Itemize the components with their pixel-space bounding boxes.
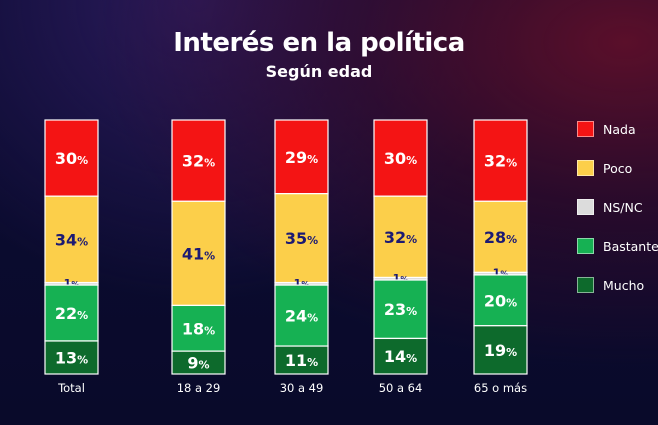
x-tick-label: 18 a 29 (177, 381, 221, 395)
legend-swatch (577, 199, 594, 215)
legend-swatch (577, 121, 594, 137)
bar-segment-mucho-0 (44, 340, 99, 375)
chart-subtitle: Según edad (265, 62, 373, 81)
data-label: 22% (55, 304, 88, 323)
data-label: 35% (285, 229, 318, 248)
bar-segment-nada-3 (373, 119, 428, 197)
bar-segment-poco-1 (171, 200, 226, 307)
legend-item: NS/NC (577, 199, 643, 215)
data-label: 18% (182, 319, 215, 338)
data-label: 32% (484, 152, 517, 171)
bar-segment-mucho-1 (171, 350, 226, 375)
data-label: 20% (484, 291, 517, 310)
bar-segment-bastante-4 (473, 274, 528, 327)
bar-segment-bastante-2 (274, 284, 329, 347)
data-label: 13% (55, 348, 88, 367)
data-label: 32% (384, 228, 417, 247)
bar-segment-mucho-2 (274, 345, 329, 375)
data-label: 24% (285, 307, 318, 326)
data-label: 28% (484, 228, 517, 247)
bar-segment-nada-4 (473, 119, 528, 202)
legend-label: NS/NC (603, 199, 643, 215)
bar-segment-bastante-3 (373, 279, 428, 340)
bar-segment-bastante-0 (44, 284, 99, 342)
data-label: 29% (285, 148, 318, 167)
legend-label: Mucho (603, 277, 645, 293)
legend-label: Bastante (603, 238, 658, 254)
legend-item: Poco (577, 160, 632, 176)
bar-segment-mucho-4 (473, 325, 528, 375)
legend-item: Nada (577, 121, 636, 137)
data-label: 34% (55, 230, 88, 249)
data-label: 19% (484, 341, 517, 360)
legend-swatch (577, 238, 594, 254)
data-label: 9% (187, 354, 209, 373)
legend-swatch (577, 277, 594, 293)
data-label: 30% (55, 149, 88, 168)
chart-title: Interés en la política (173, 28, 465, 58)
legend-item: Bastante (577, 238, 658, 254)
bar-segment-poco-4 (473, 200, 528, 274)
legend-label: Nada (603, 121, 636, 137)
bar-segment-nada-2 (274, 119, 329, 195)
x-tick-label: 50 a 64 (379, 381, 423, 395)
x-tick-label: 30 a 49 (280, 381, 324, 395)
data-label: 14% (384, 347, 417, 366)
bar-segment-mucho-3 (373, 337, 428, 375)
bar-segment-nada-0 (44, 119, 99, 197)
data-label: 11% (285, 351, 318, 370)
legend-swatch (577, 160, 594, 176)
x-tick-label: 65 o más (474, 381, 527, 395)
bar-segment-poco-0 (44, 195, 99, 284)
data-label: 23% (384, 300, 417, 319)
data-label: 30% (384, 149, 417, 168)
data-label: 41% (182, 244, 215, 263)
legend-label: Poco (603, 160, 633, 176)
data-label: 32% (182, 152, 215, 171)
bar-segment-poco-3 (373, 195, 428, 279)
x-tick-label: Total (57, 381, 85, 395)
legend-item: Mucho (577, 277, 644, 293)
